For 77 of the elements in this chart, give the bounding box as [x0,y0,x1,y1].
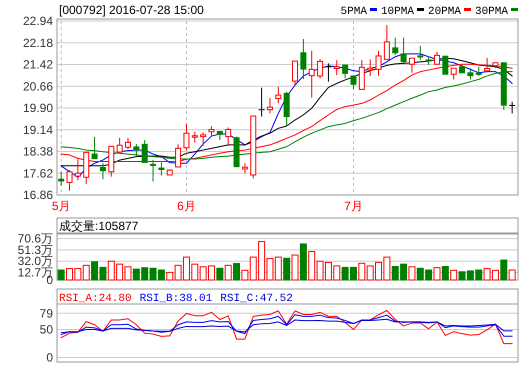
candlestick [208,126,214,138]
y-tick-label: 18.38 [22,144,54,158]
candlestick [242,162,248,174]
candlestick [417,45,424,60]
candlestick [100,162,106,180]
candlestick [376,50,382,76]
y-tick-label: 17.62 [22,166,54,180]
y-tick-label: 32.0万 [18,254,53,268]
y-tick-label: 21.42 [22,58,54,72]
bar [233,263,240,280]
candlestick [292,60,298,86]
x-tick-label: 5月 [52,199,71,213]
candlestick [200,132,206,146]
candlestick [66,170,73,192]
bar [224,264,232,280]
candlestick [334,60,340,76]
candlestick [392,37,398,56]
candlestick [342,64,348,79]
candlestick [300,38,306,80]
legend-label: 10PMA [380,6,414,18]
bar [433,267,440,280]
bar [408,266,416,280]
candlestick [384,24,390,60]
candlestick [124,137,131,150]
candlestick [58,171,64,186]
x-tick-label: 6月 [177,199,196,213]
candlestick [450,68,457,80]
line-series [60,314,513,337]
series-label: RSI_A:24.80 [59,293,132,305]
bar [58,270,65,280]
legend-label: 20PMA [428,6,462,18]
candlestick [317,58,324,80]
y-tick-label: 20.66 [22,79,54,94]
candlestick [434,51,440,65]
y-tick-label: 19.90 [22,101,54,115]
candlestick [308,50,315,98]
series-label: RSI_C:47.52 [220,293,293,305]
chart-title: 成交量:105877 [59,219,139,233]
line-series [60,310,513,344]
chart-title: [000792] 2016-07-28 15:00 [59,3,204,17]
bar [300,243,307,280]
series-label: RSI_B:38.01 [140,293,213,305]
candlestick [442,56,448,75]
legend-label: 30PMA [474,6,508,18]
candlestick [150,159,156,182]
y-tick-label: 79 [40,306,54,320]
candlestick [358,60,365,90]
candlestick [158,162,164,176]
bar [442,266,449,280]
bar [500,260,508,280]
bar [508,270,516,280]
y-tick-label: 0 [46,350,54,365]
y-tick-label: 19.14 [22,122,54,137]
candlestick [225,126,232,146]
candlestick [284,91,290,127]
candlestick [275,86,282,104]
y-tick-label: 22.18 [22,36,54,50]
candlestick [116,137,123,154]
candlestick [324,62,332,82]
candlestick [350,75,356,90]
candlestick [367,58,374,76]
y-tick-label: 50 [40,322,54,337]
candlestick [400,37,407,64]
candlestick [508,101,516,114]
candlestick [183,124,190,152]
bar [283,258,290,280]
bar [216,268,224,280]
x-tick-label: 7月 [344,199,363,213]
candlestick [258,87,266,118]
candlestick [476,66,482,76]
y-tick-label: 22.94 [22,14,54,28]
line-series [60,318,513,334]
y-tick-label: 16.86 [22,188,54,202]
bar [292,254,299,280]
legend-label: 5PMA [340,6,368,18]
bar [450,270,458,280]
candlestick [266,97,273,114]
